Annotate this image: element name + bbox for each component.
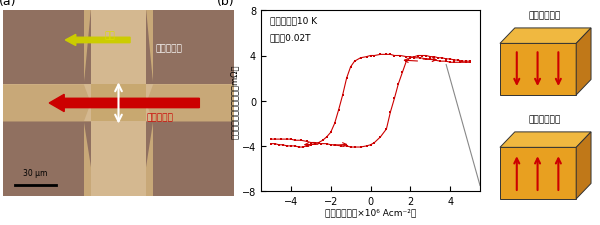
Bar bbox=[153, 11, 234, 85]
Bar bbox=[153, 122, 234, 196]
Text: 30 μm: 30 μm bbox=[23, 168, 47, 177]
Polygon shape bbox=[576, 132, 591, 199]
Polygon shape bbox=[146, 85, 234, 122]
Text: ホール電圧: ホール電圧 bbox=[155, 44, 182, 53]
Text: 測定温度：10 K: 測定温度：10 K bbox=[270, 17, 317, 26]
Polygon shape bbox=[84, 11, 153, 85]
Polygon shape bbox=[500, 29, 591, 44]
Polygon shape bbox=[84, 122, 153, 196]
Bar bbox=[3, 11, 84, 85]
X-axis label: 印加電流　（×10⁶ Acm⁻²）: 印加電流 （×10⁶ Acm⁻²） bbox=[325, 207, 416, 216]
Bar bbox=[3, 122, 84, 196]
FancyArrow shape bbox=[49, 95, 199, 112]
Text: 磁化：下向き: 磁化：下向き bbox=[529, 115, 560, 124]
Bar bbox=[3, 85, 234, 122]
Text: 電流パルス: 電流パルス bbox=[146, 112, 173, 122]
Text: (a): (a) bbox=[0, 0, 16, 8]
Polygon shape bbox=[500, 44, 576, 95]
Text: 磁化：上向き: 磁化：上向き bbox=[529, 11, 560, 20]
Text: 磁場：0.02T: 磁場：0.02T bbox=[270, 33, 311, 42]
Polygon shape bbox=[576, 29, 591, 95]
Polygon shape bbox=[500, 148, 576, 199]
Y-axis label: ホール抵抗の変化量　（mΩ）: ホール抵抗の変化量 （mΩ） bbox=[230, 64, 239, 138]
Polygon shape bbox=[500, 132, 591, 148]
FancyArrow shape bbox=[65, 35, 130, 46]
Bar bbox=[91, 11, 146, 196]
Polygon shape bbox=[84, 11, 153, 85]
Text: (b): (b) bbox=[217, 0, 235, 8]
Text: 磁場: 磁場 bbox=[104, 31, 115, 40]
Polygon shape bbox=[3, 85, 91, 122]
Bar bbox=[91, 85, 146, 122]
